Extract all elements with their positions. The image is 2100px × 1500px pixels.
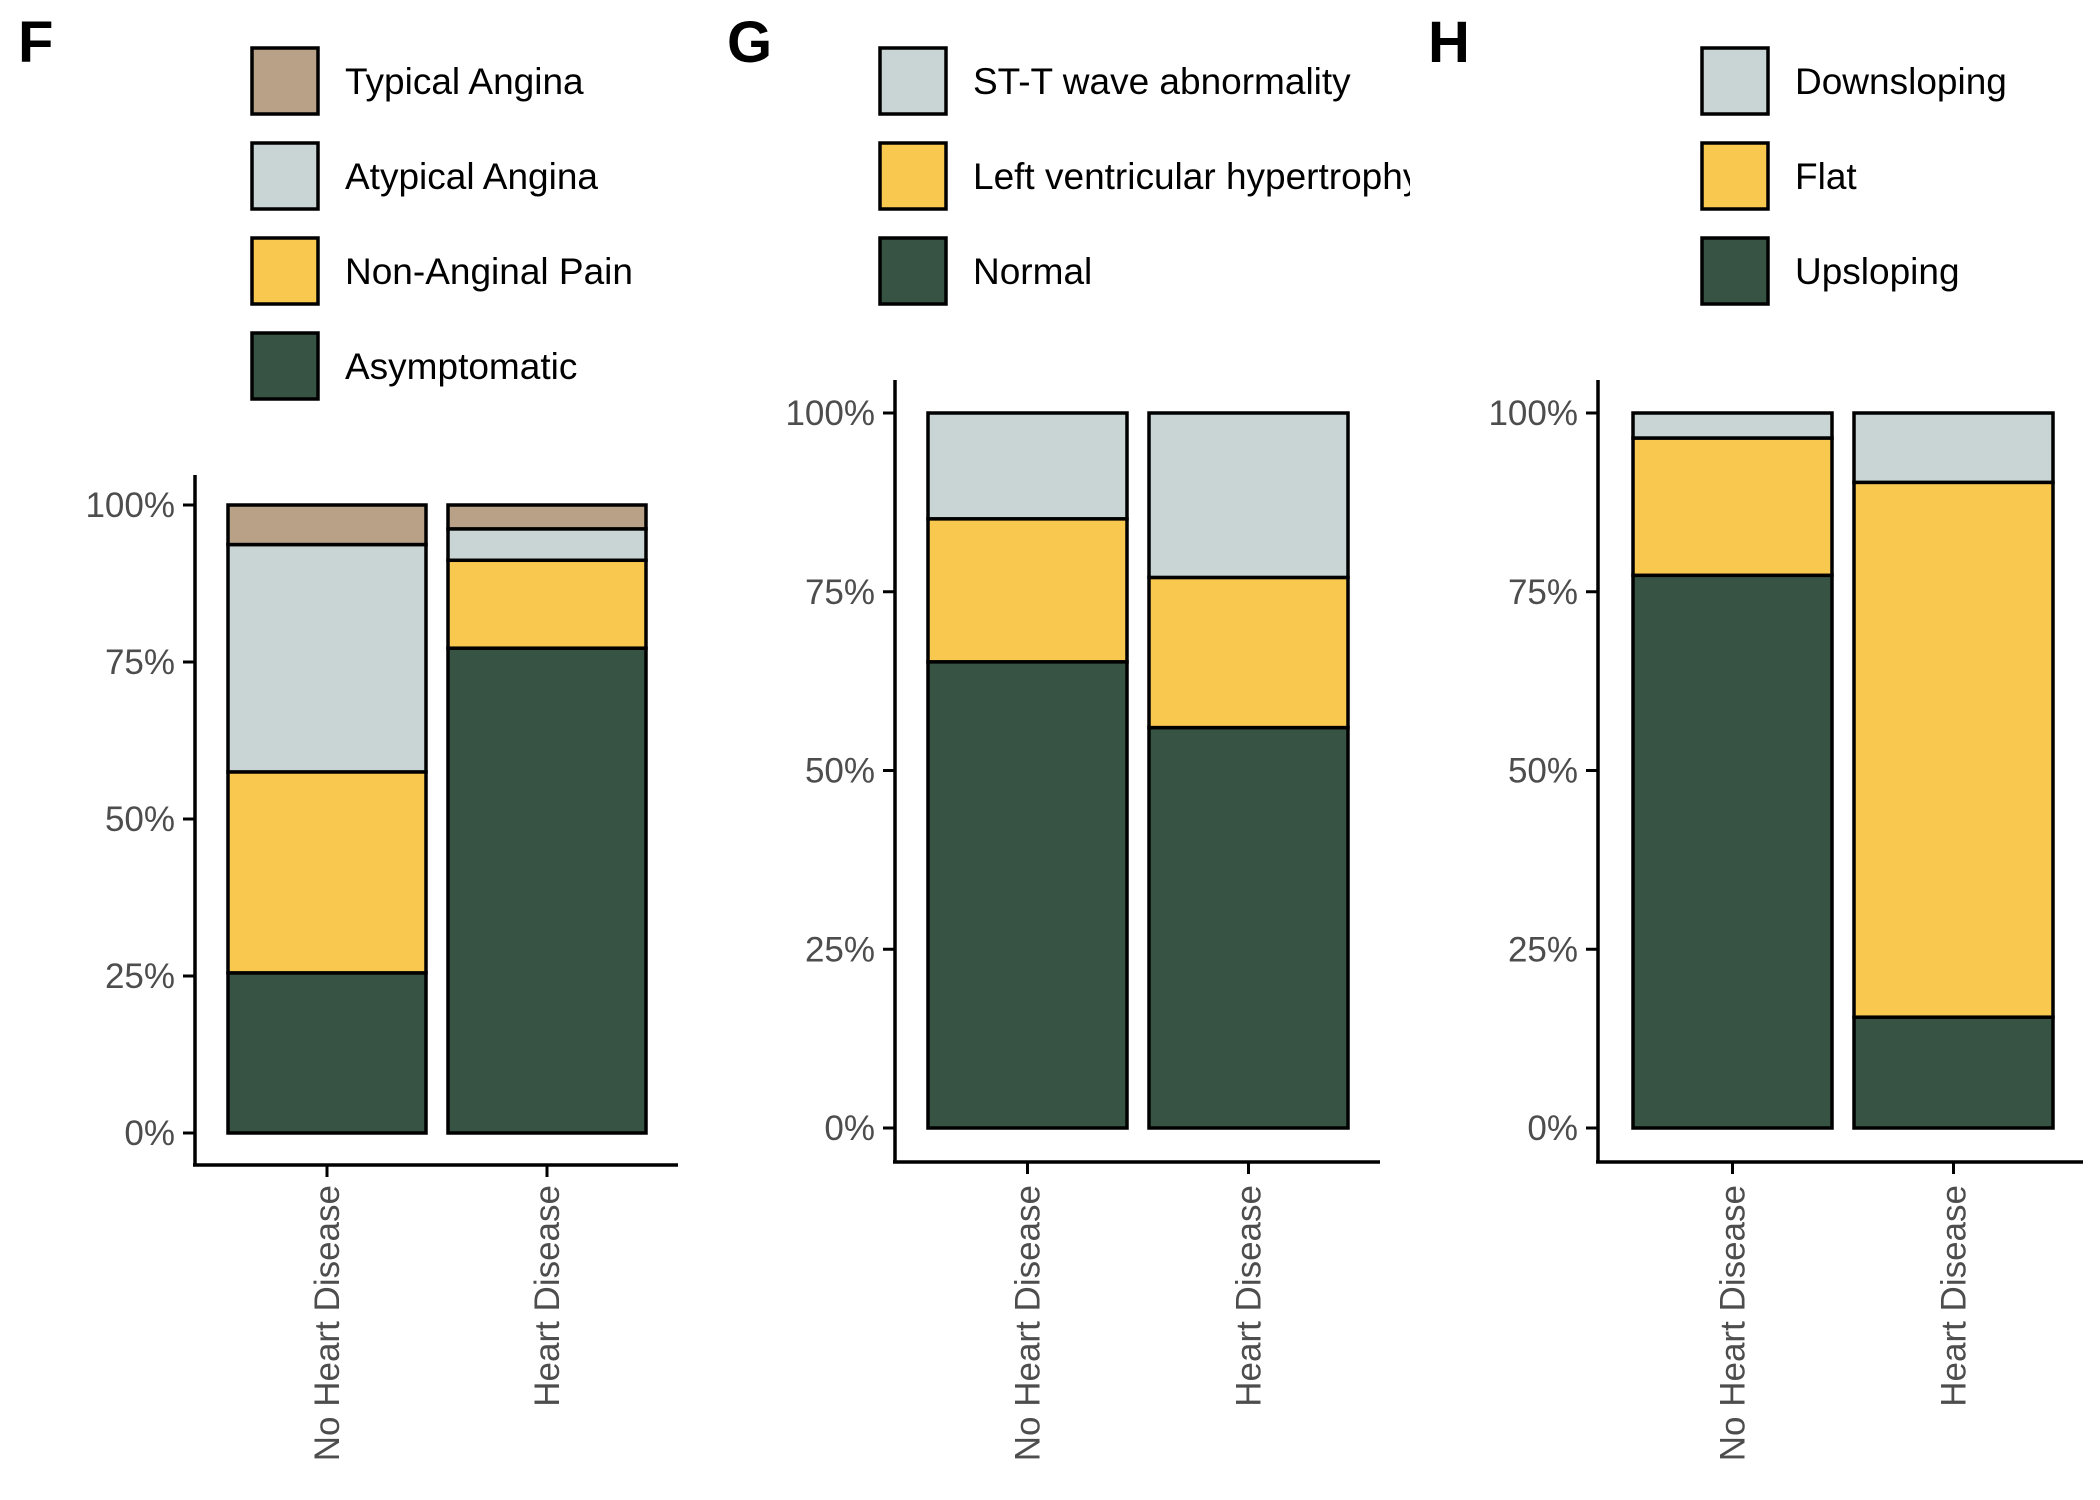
bar-segment xyxy=(926,517,1129,664)
bar-segment xyxy=(446,503,648,531)
bar-segment xyxy=(926,660,1129,1130)
bars xyxy=(1631,411,2055,1130)
legend-text-group: ST-T wave abnormality Left ventricular hy… xyxy=(973,61,1422,292)
x-tick-label: Heart Disease xyxy=(1935,1185,1974,1407)
y-tick-label: 25% xyxy=(1508,930,1578,969)
legend-label: Left ventricular hypertrophy xyxy=(973,156,1422,197)
legend-swatch xyxy=(1700,141,1770,211)
y-tick-label: 0% xyxy=(124,1114,175,1153)
x-tick-label: No Heart Disease xyxy=(1714,1185,1753,1461)
bar-segment xyxy=(1852,1015,2055,1130)
panel-letter: G xyxy=(727,10,772,75)
bar-segment xyxy=(446,646,648,1135)
legend-swatch xyxy=(878,46,948,116)
bar-segment xyxy=(1147,575,1350,730)
x-tick-label: Heart Disease xyxy=(528,1185,567,1407)
y-tick-label: 50% xyxy=(805,752,875,791)
bars xyxy=(226,503,648,1135)
bar-segment xyxy=(1631,411,1834,440)
panel-h: H Downsloping Flat Upsloping No Heart Diseas… xyxy=(1428,10,2083,1461)
y-tick-label: 100% xyxy=(785,394,875,433)
bar-segment xyxy=(1147,725,1350,1130)
bar-segment xyxy=(226,503,428,547)
bar-segment xyxy=(446,558,648,650)
bar-segment xyxy=(1852,480,2055,1019)
panel-letter: F xyxy=(18,10,53,75)
legend-label: Flat xyxy=(1795,156,1857,197)
y-tick-label: 50% xyxy=(105,800,175,839)
y-tick-label: 100% xyxy=(1488,394,1578,433)
bar-segment xyxy=(1147,411,1350,580)
legend-label: Non-Anginal Pain xyxy=(345,251,633,292)
legend-swatch xyxy=(1700,236,1770,306)
y-tick-label: 75% xyxy=(805,573,875,612)
legend-swatch xyxy=(878,236,948,306)
legend-label: Downsloping xyxy=(1795,61,2007,102)
legend-label: ST-T wave abnormality xyxy=(973,61,1351,102)
legend: Downsloping Flat Upsloping xyxy=(1700,46,2007,306)
legend-label: Typical Angina xyxy=(345,61,584,102)
y-tick-label: 0% xyxy=(824,1109,875,1148)
x-tick-label: Heart Disease xyxy=(1230,1185,1269,1407)
y-tick-label: 75% xyxy=(105,643,175,682)
legend: ST-T wave abnormality Left ventricular hy… xyxy=(878,46,1422,306)
y-tick-label: 25% xyxy=(105,957,175,996)
y-tick-label: 75% xyxy=(1508,573,1578,612)
y-tick-label: 50% xyxy=(1508,752,1578,791)
bar-segment xyxy=(1631,573,1834,1130)
y-tick-label: 100% xyxy=(85,486,175,525)
bar-segment xyxy=(226,971,428,1135)
bar-segment xyxy=(1852,411,2055,485)
legend-swatch xyxy=(250,46,320,116)
legend-label: Atypical Angina xyxy=(345,156,598,197)
y-tick-label: 0% xyxy=(1527,1109,1578,1148)
legend-swatch xyxy=(1700,46,1770,116)
bar-segment xyxy=(446,527,648,563)
bars xyxy=(926,411,1350,1130)
legend-swatch xyxy=(250,236,320,306)
panel-letter: H xyxy=(1428,10,1470,75)
bar-segment xyxy=(226,770,428,975)
legend-label: Asymptomatic xyxy=(345,346,577,387)
legend-label: Normal xyxy=(973,251,1092,292)
x-tick-label: No Heart Disease xyxy=(1009,1185,1048,1461)
panel-g: G ST-T wave abnormality Left ventricular h… xyxy=(727,10,1422,1461)
legend-swatch xyxy=(250,141,320,211)
legend-label: Upsloping xyxy=(1795,251,1960,292)
legend-swatch xyxy=(250,331,320,401)
x-tick-label: No Heart Disease xyxy=(308,1185,347,1461)
panel-f: F Typical Angina Atypical Angina Non-Angina… xyxy=(18,10,678,1461)
bar-segment xyxy=(926,411,1129,521)
legend-swatch xyxy=(878,141,948,211)
bar-segment xyxy=(226,542,428,774)
legend: Typical Angina Atypical Angina Non-Anginal… xyxy=(250,46,633,401)
y-tick-label: 25% xyxy=(805,930,875,969)
bar-segment xyxy=(1631,436,1834,578)
